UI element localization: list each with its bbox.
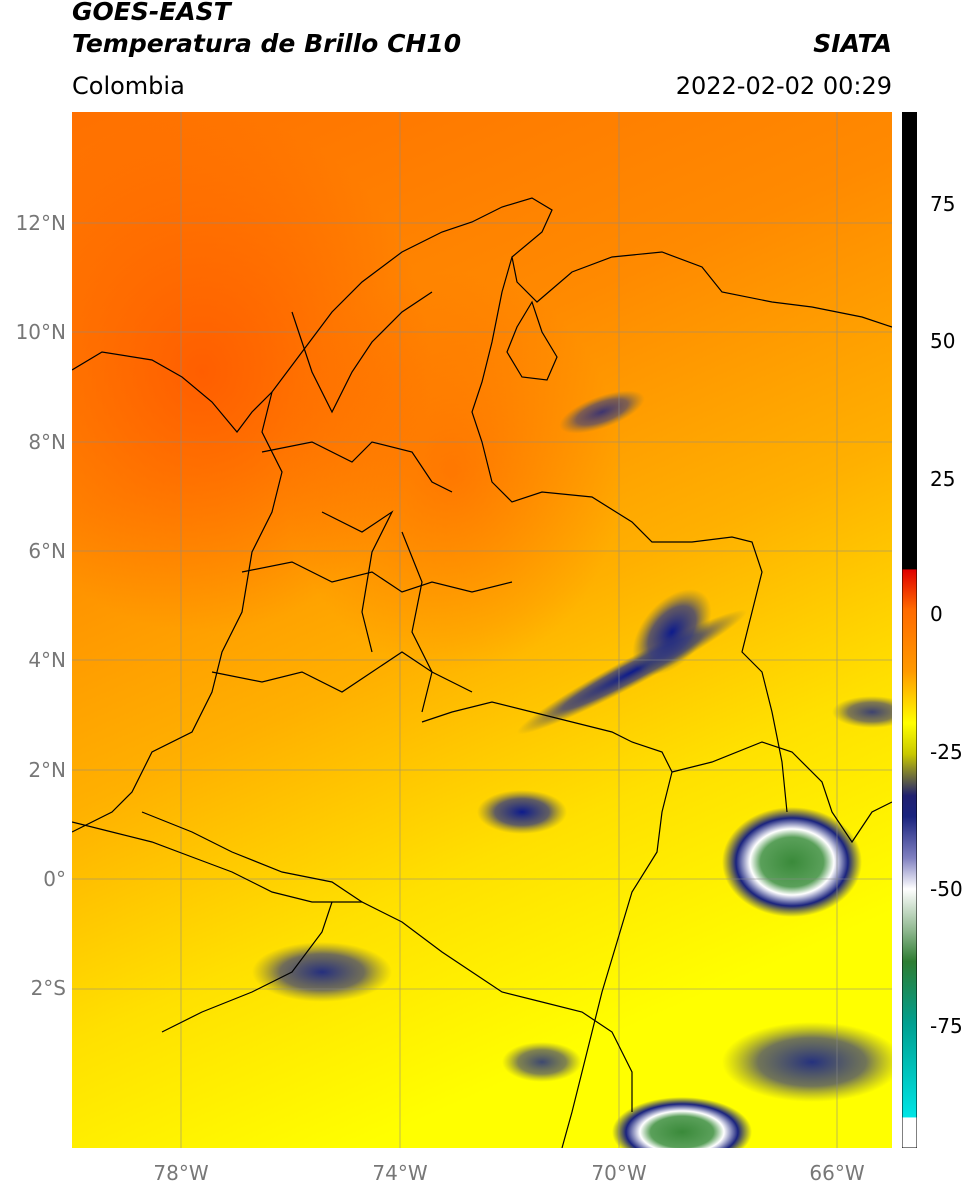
lat-label-10n: 10°N	[15, 320, 66, 344]
colorbar-tick-50: 50	[930, 329, 956, 353]
coastline-caribbean	[72, 197, 892, 433]
cloud-cell-southeast	[722, 1022, 892, 1102]
cloud-band-northeast	[632, 589, 712, 675]
lon-label-66w: 66°W	[809, 1161, 865, 1185]
boundaries	[72, 197, 892, 1148]
department-lines-1	[261, 441, 453, 493]
colombia-brazil-border	[421, 701, 673, 1148]
colorbar	[902, 112, 917, 1148]
lat-label-4n: 4°N	[28, 648, 66, 672]
colorbar-tick-neg75: -75	[930, 1014, 963, 1038]
lat-label-2n: 2°N	[28, 758, 66, 782]
department-lines-5	[321, 510, 394, 653]
cloud-cell-east-large	[722, 807, 862, 917]
lat-label-6n: 6°N	[28, 539, 66, 563]
lat-label-8n: 8°N	[28, 430, 66, 454]
department-lines-2	[241, 561, 513, 593]
colorbar-tick-25: 25	[930, 467, 956, 491]
cloud-cell-central	[477, 790, 567, 834]
brightness-temperature-map	[72, 112, 892, 1148]
department-lines-6	[401, 531, 433, 713]
colorbar-tick-neg25: -25	[930, 740, 963, 764]
colombia-peru-border	[72, 821, 633, 1112]
lon-label-74w: 74°W	[372, 1161, 428, 1185]
colombia-venezuela-border	[471, 256, 788, 813]
maracaibo-lake	[506, 300, 558, 381]
colombia-ecuador-border	[141, 811, 363, 903]
cloud-cell-south	[502, 1042, 582, 1082]
satellite-title: GOES-EAST	[72, 0, 231, 26]
colombia-border-north	[72, 391, 283, 833]
region-label: Colombia	[72, 72, 185, 100]
cloud-cell-southwest	[252, 942, 392, 1002]
colorbar-tick-75: 75	[930, 192, 956, 216]
warm-region-north	[282, 272, 622, 672]
cloud-cell-north	[559, 390, 645, 434]
colorbar-tick-0: 0	[930, 602, 943, 626]
brand-label: SIATA	[813, 29, 892, 58]
venezuela-brazil-border	[671, 741, 892, 844]
product-title: Temperatura de Brillo CH10	[72, 29, 462, 58]
datetime-label: 2022-02-02 00:29	[675, 72, 892, 100]
lon-label-78w: 78°W	[153, 1161, 209, 1185]
colorbar-fill	[902, 112, 917, 1148]
lat-label-2s: 2°S	[30, 976, 66, 1000]
lon-label-70w: 70°W	[591, 1161, 647, 1185]
lat-label-12n: 12°N	[15, 211, 66, 235]
ecuador-peru-border	[161, 901, 333, 1033]
cloud-cell-east-edge	[832, 696, 892, 728]
lat-label-0: 0°	[43, 867, 66, 891]
department-lines-4	[291, 291, 433, 414]
colorbar-tick-neg50: -50	[930, 877, 963, 901]
department-lines-3	[211, 651, 473, 693]
cloud-cell-bottom	[612, 1097, 752, 1148]
